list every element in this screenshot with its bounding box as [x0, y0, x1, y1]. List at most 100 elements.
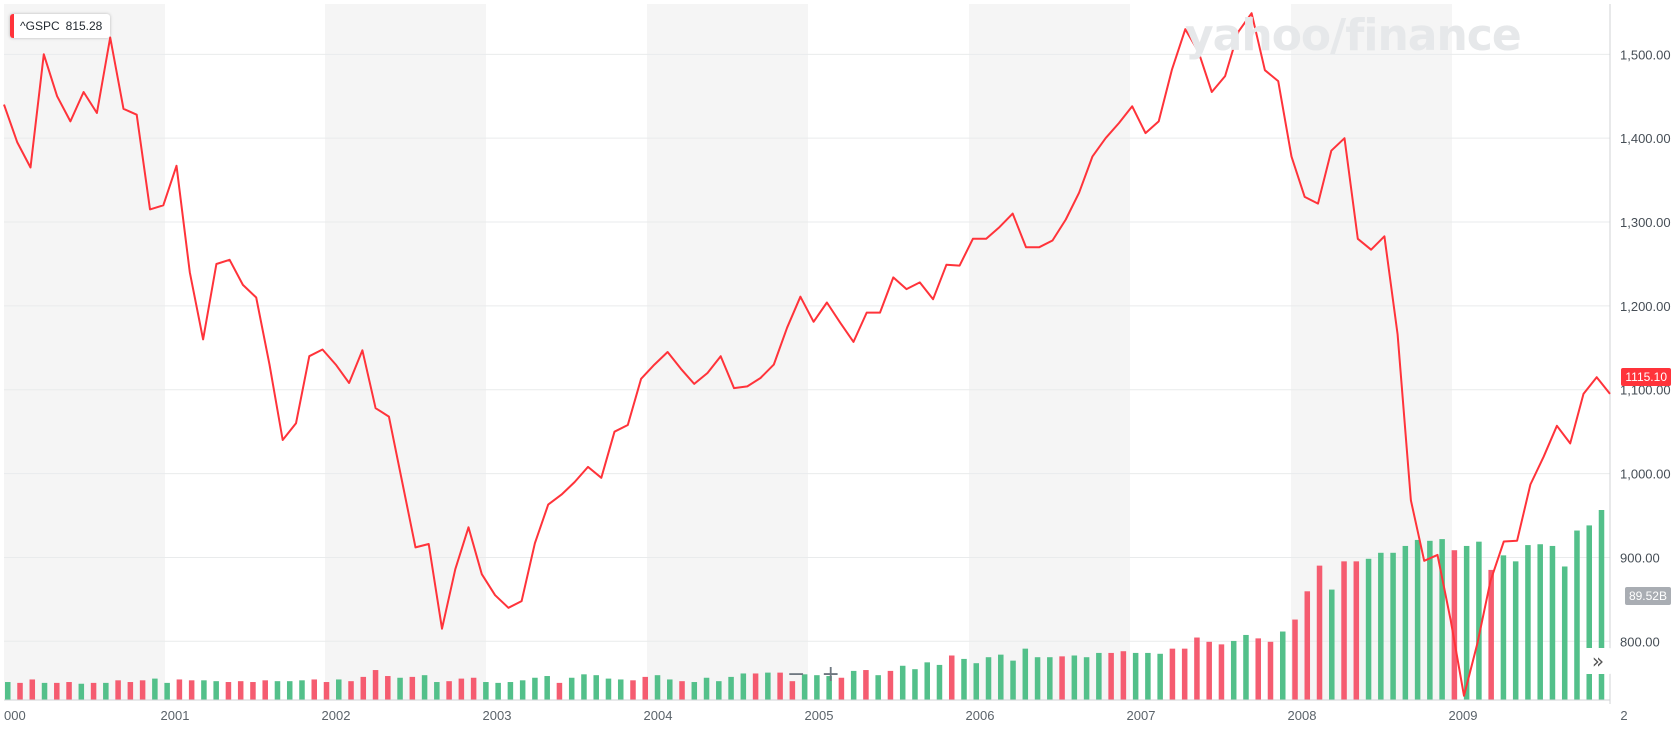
- volume-bar[interactable]: [1586, 525, 1592, 700]
- volume-bar[interactable]: [1512, 561, 1519, 700]
- volume-bar[interactable]: [1329, 589, 1335, 700]
- volume-bar[interactable]: [115, 680, 121, 700]
- volume-bar[interactable]: [250, 682, 256, 700]
- volume-bar[interactable]: [323, 682, 330, 700]
- volume-bar[interactable]: [213, 681, 219, 700]
- volume-bar[interactable]: [139, 680, 146, 700]
- volume-bar[interactable]: [1537, 544, 1543, 700]
- volume-bar[interactable]: [752, 673, 759, 700]
- volume-bar[interactable]: [936, 664, 943, 700]
- volume-bar[interactable]: [1267, 641, 1274, 700]
- volume-bar[interactable]: [507, 682, 514, 700]
- volume-bar[interactable]: [1353, 561, 1360, 700]
- volume-bar[interactable]: [826, 676, 832, 700]
- volume-bar[interactable]: [311, 679, 318, 700]
- volume-bar[interactable]: [1059, 656, 1065, 700]
- volume-bar[interactable]: [912, 669, 918, 700]
- volume-bar[interactable]: [127, 682, 134, 700]
- volume-bar[interactable]: [1292, 619, 1298, 700]
- volume-bar[interactable]: [605, 678, 612, 700]
- volume-bar[interactable]: [1365, 558, 1372, 700]
- volume-bar[interactable]: [703, 677, 710, 700]
- volume-bar[interactable]: [1488, 569, 1494, 700]
- volume-bar[interactable]: [863, 670, 869, 700]
- volume-bar[interactable]: [299, 680, 305, 700]
- volume-bar[interactable]: [360, 676, 367, 700]
- volume-bar[interactable]: [336, 679, 342, 700]
- volume-bar[interactable]: [1378, 552, 1384, 700]
- volume-bar[interactable]: [262, 680, 268, 700]
- volume-bar[interactable]: [66, 682, 72, 700]
- volume-bar[interactable]: [348, 681, 354, 700]
- volume-bar[interactable]: [458, 678, 465, 700]
- volume-bar[interactable]: [188, 680, 195, 700]
- volume-bar[interactable]: [593, 675, 599, 700]
- volume-bar[interactable]: [1451, 550, 1458, 700]
- volume-bar[interactable]: [1561, 566, 1568, 700]
- volume-bar[interactable]: [985, 657, 992, 700]
- volume-bar[interactable]: [103, 682, 109, 700]
- volume-bar[interactable]: [899, 665, 906, 700]
- volume-bar[interactable]: [1341, 561, 1347, 700]
- volume-bar[interactable]: [1243, 634, 1249, 700]
- volume-bar[interactable]: [446, 681, 452, 700]
- volume-bar[interactable]: [691, 682, 698, 700]
- volume-bar[interactable]: [1034, 657, 1041, 700]
- volume-bar[interactable]: [1574, 530, 1580, 700]
- volume-bar[interactable]: [1022, 648, 1029, 700]
- volume-bar[interactable]: [1439, 539, 1445, 700]
- volume-bar[interactable]: [17, 682, 23, 700]
- volume-bar[interactable]: [164, 682, 170, 700]
- volume-bar[interactable]: [1549, 545, 1556, 700]
- volume-bar[interactable]: [1194, 637, 1200, 700]
- volume-bar[interactable]: [1476, 541, 1482, 700]
- volume-bar[interactable]: [1145, 652, 1151, 700]
- volume-bar[interactable]: [838, 677, 845, 700]
- volume-bar[interactable]: [1206, 641, 1212, 700]
- volume-bar[interactable]: [78, 683, 85, 700]
- volume-bar[interactable]: [1083, 657, 1090, 700]
- volume-bar[interactable]: [801, 674, 808, 700]
- volume-bar[interactable]: [1304, 591, 1311, 700]
- volume-bar[interactable]: [617, 679, 624, 700]
- volume-bar[interactable]: [176, 679, 183, 700]
- volume-bar[interactable]: [642, 676, 649, 700]
- volume-bar[interactable]: [924, 662, 930, 700]
- volume-bar[interactable]: [385, 676, 391, 700]
- volume-bar[interactable]: [568, 677, 575, 700]
- volume-bar[interactable]: [421, 675, 428, 700]
- volume-bar[interactable]: [1255, 638, 1261, 700]
- volume-bar[interactable]: [1108, 652, 1114, 700]
- volume-bar[interactable]: [225, 682, 232, 700]
- volume-bar[interactable]: [90, 682, 97, 700]
- volume-bar[interactable]: [409, 676, 416, 700]
- volume-bar[interactable]: [740, 673, 747, 700]
- volume-bar[interactable]: [237, 681, 244, 700]
- volume-bar[interactable]: [1525, 545, 1531, 700]
- price-line[interactable]: [3, 12, 1611, 697]
- volume-bar[interactable]: [1157, 653, 1163, 700]
- volume-bar[interactable]: [630, 680, 636, 700]
- volume-bar[interactable]: [483, 682, 489, 700]
- volume-bar[interactable]: [667, 679, 673, 700]
- volume-bar[interactable]: [1500, 555, 1507, 700]
- volume-bar[interactable]: [470, 677, 477, 700]
- volume-bar[interactable]: [716, 681, 722, 700]
- volume-bar[interactable]: [1071, 655, 1078, 700]
- volume-bar[interactable]: [1316, 565, 1323, 700]
- volume-bar[interactable]: [54, 682, 60, 700]
- volume-bar[interactable]: [1010, 660, 1016, 700]
- volume-bar[interactable]: [556, 682, 563, 700]
- volume-bar[interactable]: [1279, 631, 1286, 700]
- volume-bar[interactable]: [1402, 545, 1409, 700]
- volume-bar[interactable]: [397, 677, 403, 700]
- volume-bar[interactable]: [1181, 648, 1188, 700]
- volume-bar[interactable]: [1427, 540, 1433, 700]
- volume-bar[interactable]: [5, 682, 11, 700]
- volume-bar[interactable]: [1390, 552, 1396, 700]
- volume-bar[interactable]: [29, 679, 36, 700]
- volume-bar[interactable]: [286, 681, 293, 700]
- zoom-out-button[interactable]: −: [787, 662, 806, 687]
